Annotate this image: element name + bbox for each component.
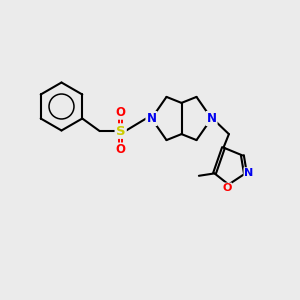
Text: O: O xyxy=(116,106,126,119)
Text: N: N xyxy=(146,112,157,125)
Text: O: O xyxy=(222,183,232,193)
Text: O: O xyxy=(116,143,126,156)
Text: N: N xyxy=(206,112,217,125)
Text: N: N xyxy=(244,168,253,178)
Text: S: S xyxy=(116,124,125,138)
